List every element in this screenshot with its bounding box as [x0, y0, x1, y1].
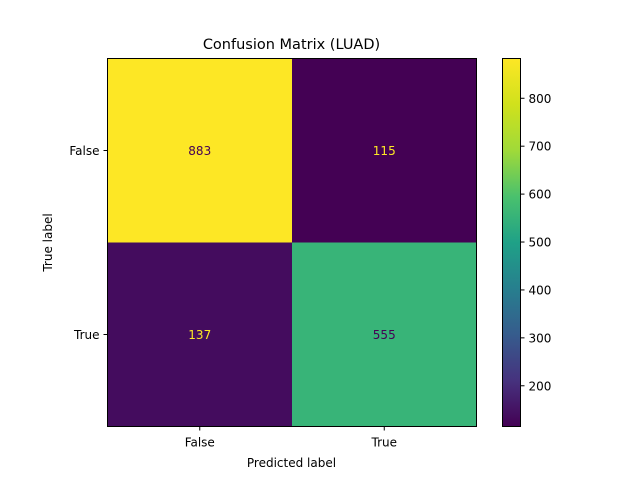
y-tick-label: False — [69, 144, 99, 158]
plot-frame — [107, 58, 477, 427]
colorbar-tick-label: 600 — [529, 188, 552, 202]
colorbar-tick-label: 800 — [529, 92, 552, 106]
colorbar-tick-label: 400 — [529, 283, 552, 297]
colorbar-tick-label: 700 — [529, 140, 552, 154]
heatmap-cells — [107, 58, 477, 427]
cell-value-label: 555 — [373, 328, 396, 342]
cell-value-labels: 883 115 137 555 — [188, 144, 395, 342]
heatmap-cell — [107, 58, 292, 243]
colorbar: 200 300 400 500 600 700 800 — [502, 58, 552, 427]
y-axis-ticks: False True — [69, 144, 108, 342]
colorbar-gradient — [502, 58, 521, 427]
x-axis-ticks: False True — [185, 426, 398, 450]
cell-value-label: 137 — [188, 328, 211, 342]
y-axis-label: True label — [41, 213, 55, 272]
y-tick-label: True — [73, 328, 100, 342]
colorbar-ticks: 200 300 400 500 600 700 800 — [520, 92, 552, 393]
colorbar-tick-label: 200 — [529, 379, 552, 393]
cell-value-label: 115 — [373, 144, 396, 158]
colorbar-tick-label: 300 — [529, 331, 552, 345]
cell-value-label: 883 — [188, 144, 211, 158]
heatmap-cell — [292, 242, 477, 427]
colorbar-tick-label: 500 — [529, 236, 552, 250]
heatmap-cell — [292, 58, 477, 243]
x-tick-label: False — [185, 436, 215, 450]
chart-title: Confusion Matrix (LUAD) — [203, 37, 380, 53]
x-axis-label: Predicted label — [247, 456, 336, 470]
heatmap-cell — [107, 242, 292, 427]
x-tick-label: True — [371, 436, 398, 450]
